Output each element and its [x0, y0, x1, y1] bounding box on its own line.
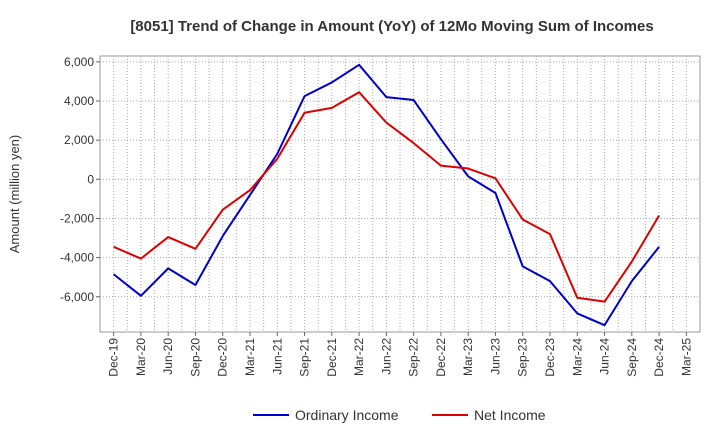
x-tick-label: Jun-24: [598, 338, 612, 375]
y-tick-label: 0: [87, 172, 94, 186]
y-tick-label: 6,000: [64, 55, 94, 69]
series-layer: [113, 63, 660, 327]
x-tick-label: Jun-23: [488, 338, 502, 375]
y-tick-label: -4,000: [60, 251, 94, 265]
series-line-ordinary-income: [113, 63, 660, 327]
grid-layer: [100, 56, 700, 332]
x-tick-label: Mar-21: [243, 338, 257, 376]
x-tick-label: Mar-22: [352, 338, 366, 376]
x-tick-label: Dec-20: [216, 338, 230, 377]
x-tick-label: Mar-23: [461, 338, 475, 376]
x-tick-label: Dec-23: [543, 338, 557, 377]
x-tick-label: Sep-21: [298, 338, 312, 377]
x-tick-labels: Dec-19 Mar-20 Jun-20 Sep-20 Dec-20 Mar-21 Jun-…: [107, 332, 693, 377]
y-axis-label: Amount (million yen): [7, 135, 22, 254]
series-line-net-income: [113, 91, 660, 303]
x-tick-label: Mar-20: [134, 338, 148, 376]
legend: Ordinary Income Net Income: [253, 407, 546, 423]
x-tick-label: Jun-22: [379, 338, 393, 375]
x-tick-label: Dec-24: [652, 338, 666, 377]
x-tick-label: Sep-23: [516, 338, 530, 377]
y-tick-label: -2,000: [60, 211, 94, 225]
y-tick-label: 2,000: [64, 133, 94, 147]
legend-label: Ordinary Income: [295, 407, 399, 423]
x-tick-label: Sep-22: [407, 338, 421, 377]
x-tick-label: Sep-20: [188, 338, 202, 377]
x-tick-label: Mar-25: [679, 338, 693, 376]
y-tick-labels: 6,000 4,000 2,000 0 -2,000 -4,000 -6,000: [60, 55, 100, 304]
y-tick-label: -6,000: [60, 290, 94, 304]
y-tick-label: 4,000: [64, 94, 94, 108]
x-tick-label: Sep-24: [625, 338, 639, 377]
x-tick-label: Dec-19: [107, 338, 121, 377]
legend-label: Net Income: [474, 407, 546, 423]
x-tick-label: Jun-21: [270, 338, 284, 375]
x-tick-label: Dec-22: [434, 338, 448, 377]
chart-title: [8051] Trend of Change in Amount (YoY) o…: [130, 18, 653, 35]
x-tick-label: Jun-20: [161, 338, 175, 375]
x-tick-label: Mar-24: [570, 338, 584, 376]
x-tick-label: Dec-21: [325, 338, 339, 377]
